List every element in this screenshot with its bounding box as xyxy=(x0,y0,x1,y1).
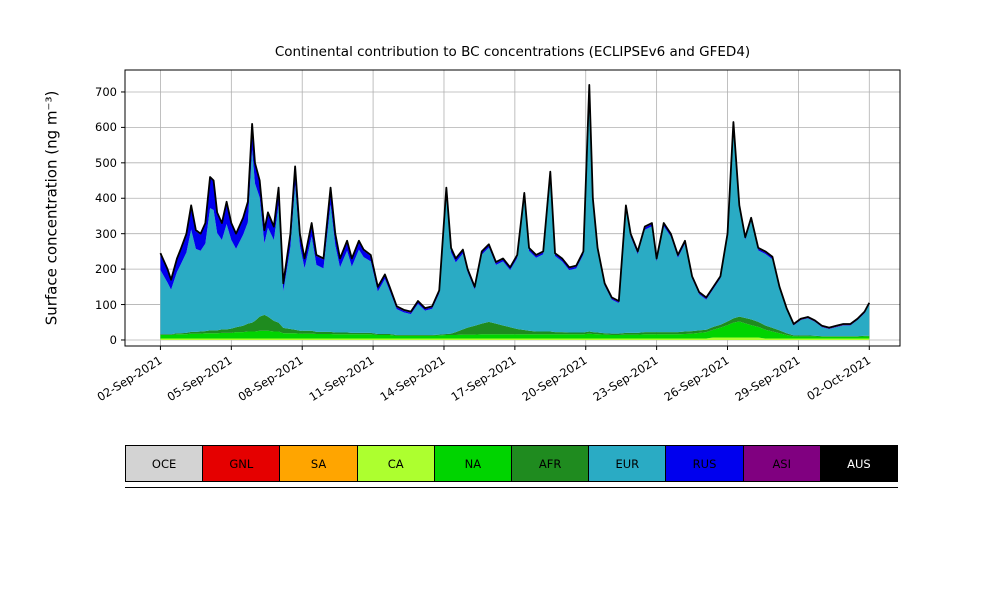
legend-item-na: NA xyxy=(433,445,513,482)
legend-item-sa: SA xyxy=(279,445,358,482)
area-eur xyxy=(160,91,870,337)
legend-label: AUS xyxy=(847,456,871,471)
y-tick-label: 100 xyxy=(95,297,117,312)
legend-item-eur: EUR xyxy=(588,445,667,482)
legend-label: OCE xyxy=(151,456,177,471)
plot-frame xyxy=(124,69,901,347)
legend-label: SA xyxy=(310,456,327,471)
legend-baseline xyxy=(125,487,898,488)
legend: OCE GNL SA CA NA AFR EUR RUS ASI AUS xyxy=(125,445,899,482)
area-ca xyxy=(160,337,870,340)
legend-label: EUR xyxy=(615,456,640,471)
legend-item-gnl: GNL xyxy=(202,445,281,482)
legend-label: CA xyxy=(387,456,404,471)
legend-item-oce: OCE xyxy=(125,445,204,482)
y-tick-label: 500 xyxy=(95,155,117,170)
legend-item-rus: RUS xyxy=(665,445,744,482)
area-afr xyxy=(160,314,870,337)
area-na xyxy=(160,321,870,339)
legend-label: NA xyxy=(464,456,482,471)
legend-item-asi: ASI xyxy=(742,445,821,482)
legend-item-aus: AUS xyxy=(819,445,899,482)
y-tick-label: 200 xyxy=(95,262,117,277)
legend-item-afr: AFR xyxy=(511,445,590,482)
y-tick-label: 300 xyxy=(95,226,117,241)
legend-item-ca: CA xyxy=(356,445,435,482)
legend-label: GNL xyxy=(229,456,254,471)
legend-label: ASI xyxy=(772,456,791,471)
y-tick-label: 600 xyxy=(95,120,117,135)
total-line xyxy=(159,83,871,329)
legend-label: RUS xyxy=(692,456,717,471)
y-tick-label: 0 xyxy=(109,332,117,347)
y-tick-label: 700 xyxy=(95,84,117,99)
chart-title: Continental contribution to BC concentra… xyxy=(274,44,751,60)
legend-label: AFR xyxy=(538,456,562,471)
y-tick-label: 400 xyxy=(95,191,117,206)
